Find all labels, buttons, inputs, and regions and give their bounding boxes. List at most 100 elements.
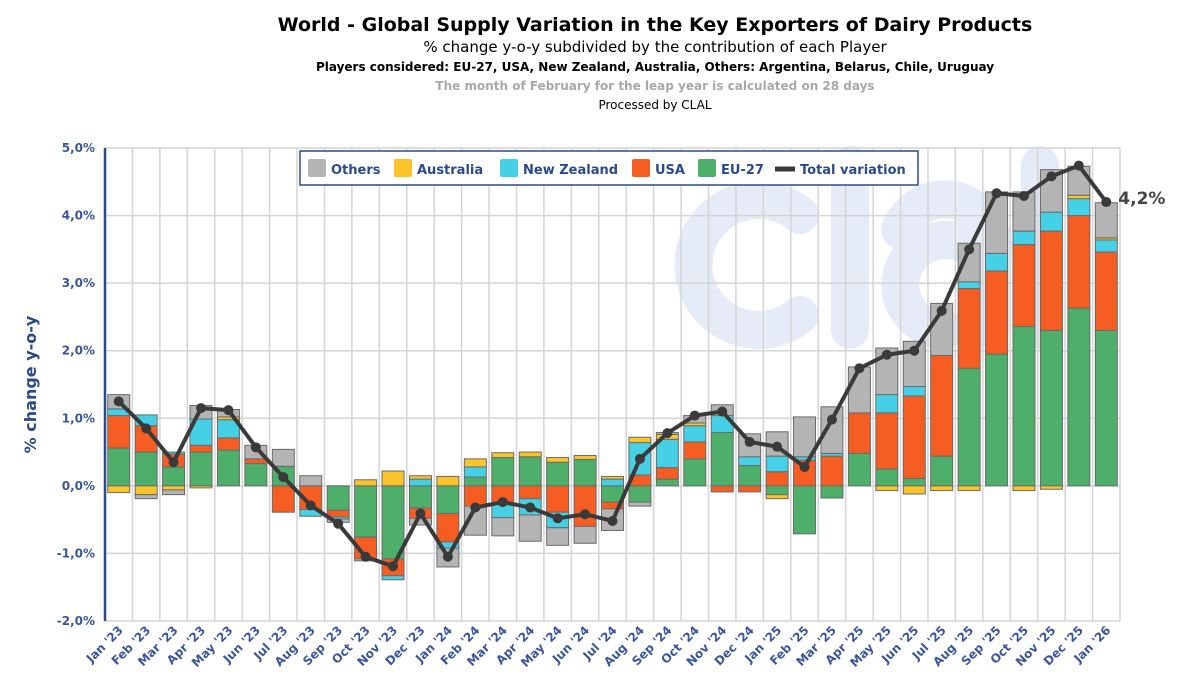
total-variation-point: [552, 513, 563, 524]
legend-swatch-usa: [632, 159, 650, 177]
bar-eu-27: [765, 485, 789, 496]
total-variation-point: [141, 423, 152, 434]
bar-australia: [1012, 485, 1036, 492]
legend-swatch-new-zealand: [500, 159, 518, 177]
bar-eu-27: [930, 455, 954, 487]
total-variation-point: [196, 403, 207, 414]
total-variation-point: [772, 441, 783, 452]
bar-new-zealand: [655, 438, 679, 469]
legend-swatch-others: [308, 159, 326, 177]
bar-eu-27: [875, 468, 899, 487]
y-tick-label: 3,0%: [62, 276, 95, 290]
bar-eu-27: [655, 478, 679, 487]
bar-australia: [1067, 194, 1091, 200]
bar-eu-27: [573, 459, 597, 487]
bar-usa: [1039, 230, 1063, 331]
bar-eu-27: [463, 476, 487, 487]
bar-eu-27: [162, 466, 186, 487]
bar-new-zealand: [408, 478, 432, 487]
leap-year-note: The month of February for the leap year …: [435, 79, 875, 93]
bar-usa: [765, 471, 789, 487]
total-variation-point: [525, 502, 536, 513]
chart-title: World - Global Supply Variation in the K…: [277, 14, 1033, 36]
total-variation-point: [744, 436, 755, 447]
total-variation-point: [909, 345, 920, 356]
bar-new-zealand: [1012, 230, 1036, 246]
total-variation-point: [442, 551, 453, 562]
bar-eu-27: [1094, 329, 1118, 487]
bar-usa: [820, 455, 844, 487]
bar-others: [1094, 202, 1118, 239]
bar-australia: [436, 475, 460, 487]
bar-eu-27: [985, 353, 1009, 487]
bar-eu-27: [793, 485, 817, 535]
total-variation-point: [470, 502, 481, 513]
total-variation-point: [223, 405, 234, 416]
bar-new-zealand: [765, 455, 789, 473]
bar-others: [628, 501, 652, 507]
bar-usa: [1094, 251, 1118, 331]
bar-eu-27: [134, 451, 158, 487]
total-variation-point: [991, 188, 1002, 199]
bar-australia: [463, 458, 487, 468]
bar-eu-27: [326, 485, 350, 511]
bar-eu-27: [189, 451, 213, 487]
y-tick-label: 0,0%: [62, 479, 95, 493]
total-variation-point: [415, 508, 426, 519]
bar-eu-27: [1067, 307, 1091, 487]
bar-new-zealand: [1039, 211, 1063, 232]
legend-label: EU-27: [721, 163, 764, 178]
bar-usa: [902, 395, 926, 479]
y-axis-label: % change y-o-y: [21, 315, 40, 453]
bar-usa: [710, 485, 734, 493]
players-note: Players considered: EU-27, USA, New Zeal…: [315, 60, 995, 74]
total-variation-point: [717, 406, 728, 417]
bar-eu-27: [1039, 329, 1063, 487]
bar-eu-27: [1012, 325, 1036, 487]
legend-swatch-eu-27: [698, 159, 716, 177]
bar-new-zealand: [1094, 239, 1118, 253]
bar-others: [546, 527, 570, 546]
bar-others: [271, 448, 295, 467]
y-tick-label: -2,0%: [57, 614, 95, 628]
bar-australia: [930, 485, 954, 492]
bar-australia: [875, 485, 899, 492]
y-tick-label: 1,0%: [62, 411, 95, 425]
bar-australia: [381, 470, 405, 487]
bar-usa: [436, 513, 460, 543]
bar-usa: [1012, 244, 1036, 327]
bar-eu-27: [957, 367, 981, 487]
legend-label: USA: [655, 163, 685, 178]
bar-usa: [847, 412, 871, 454]
total-variation-point: [964, 244, 975, 255]
bar-eu-27: [820, 485, 844, 499]
bar-eu-27: [436, 485, 460, 515]
bar-eu-27: [408, 485, 432, 509]
total-variation-point: [113, 396, 124, 407]
bar-eu-27: [491, 456, 515, 487]
bar-australia: [491, 452, 515, 458]
chart-subtitle: % change y-o-y subdivided by the contrib…: [423, 38, 887, 56]
bar-usa: [107, 415, 131, 449]
bar-australia: [408, 475, 432, 480]
total-variation-point: [497, 497, 508, 508]
bar-usa: [244, 458, 268, 465]
total-variation-point: [799, 461, 810, 472]
bar-eu-27: [518, 456, 542, 487]
total-variation-point: [360, 551, 371, 562]
bar-others: [573, 525, 597, 544]
bar-others: [847, 366, 871, 414]
bar-eu-27: [847, 452, 871, 487]
y-tick-label: 2,0%: [62, 344, 95, 358]
bar-new-zealand: [463, 466, 487, 478]
total-variation-point: [881, 349, 892, 360]
bar-new-zealand: [985, 252, 1009, 272]
bar-eu-27: [546, 461, 570, 487]
bar-usa: [518, 485, 542, 500]
bar-eu-27: [738, 465, 762, 487]
bar-australia: [628, 436, 652, 444]
bar-eu-27: [710, 431, 734, 487]
bar-australia: [134, 485, 158, 496]
bar-australia: [189, 485, 213, 489]
